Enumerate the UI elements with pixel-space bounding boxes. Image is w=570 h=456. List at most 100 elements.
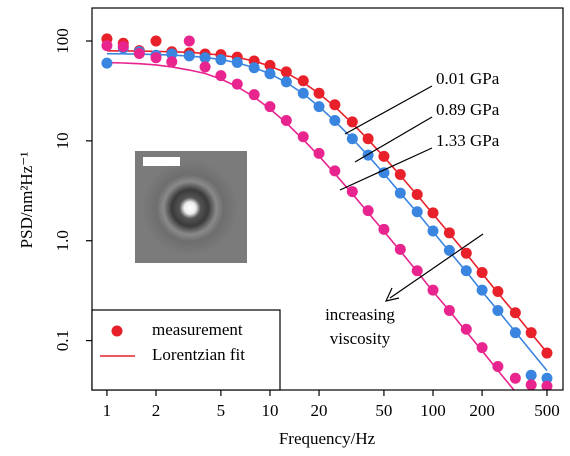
y-tick-label: 100 bbox=[53, 28, 72, 54]
x-tick-label: 100 bbox=[420, 401, 446, 420]
fit-lines bbox=[106, 50, 548, 390]
point bbox=[215, 54, 227, 66]
point bbox=[101, 57, 113, 69]
x-tick-label: 200 bbox=[469, 401, 495, 420]
point bbox=[378, 150, 390, 162]
point bbox=[362, 133, 374, 145]
point bbox=[476, 284, 488, 296]
x-tick-label: 2 bbox=[152, 401, 161, 420]
point bbox=[443, 244, 455, 256]
point bbox=[101, 40, 113, 52]
legend-marker bbox=[111, 325, 123, 337]
point bbox=[362, 149, 374, 161]
arrow-head bbox=[384, 287, 400, 302]
point bbox=[492, 305, 504, 317]
point bbox=[509, 372, 521, 384]
point bbox=[378, 167, 390, 179]
point bbox=[166, 48, 178, 60]
point bbox=[427, 284, 439, 296]
y-tick-label: 0.1 bbox=[53, 330, 72, 351]
point bbox=[525, 369, 537, 381]
point bbox=[460, 323, 472, 335]
point bbox=[231, 78, 243, 90]
point bbox=[297, 131, 309, 143]
fit-line bbox=[106, 50, 548, 353]
point bbox=[443, 227, 455, 239]
label-pointer bbox=[354, 116, 433, 163]
point bbox=[492, 286, 504, 298]
points bbox=[101, 33, 553, 390]
x-tick-label: 20 bbox=[311, 401, 328, 420]
point bbox=[378, 223, 390, 235]
point bbox=[329, 165, 341, 177]
point bbox=[248, 62, 260, 74]
point bbox=[329, 99, 341, 111]
x-tick-label: 50 bbox=[375, 401, 392, 420]
point bbox=[346, 116, 358, 128]
point bbox=[394, 243, 406, 255]
point bbox=[346, 133, 358, 145]
point bbox=[411, 265, 423, 277]
point bbox=[150, 52, 162, 64]
point bbox=[476, 267, 488, 279]
point bbox=[362, 205, 374, 217]
point bbox=[133, 47, 145, 59]
series-label: 1.33 GPa bbox=[436, 131, 500, 150]
x-tick-label: 5 bbox=[217, 401, 226, 420]
point bbox=[280, 76, 292, 88]
legend: measurement Lorentzian fit bbox=[91, 309, 281, 391]
x-axis-label: Frequency/Hz bbox=[279, 429, 376, 448]
point bbox=[166, 56, 178, 68]
point bbox=[329, 114, 341, 126]
inset-spot bbox=[142, 160, 238, 256]
label-pointer bbox=[344, 85, 433, 135]
plot-area bbox=[101, 33, 553, 390]
point bbox=[264, 101, 276, 113]
series-labels bbox=[339, 85, 433, 191]
annotation: viscosity bbox=[330, 329, 391, 348]
point bbox=[411, 206, 423, 218]
legend-box bbox=[91, 309, 281, 391]
legend-label: Lorentzian fit bbox=[152, 345, 245, 364]
point bbox=[509, 307, 521, 319]
point bbox=[492, 361, 504, 373]
point bbox=[394, 169, 406, 181]
annotation-arrow bbox=[389, 233, 484, 299]
point bbox=[297, 87, 309, 99]
plot-frame bbox=[91, 7, 564, 391]
legend-label: measurement bbox=[152, 320, 243, 339]
series-label: 0.89 GPa bbox=[436, 100, 500, 119]
x-tick-label: 10 bbox=[261, 401, 278, 420]
point bbox=[427, 207, 439, 219]
point bbox=[509, 327, 521, 339]
point bbox=[525, 327, 537, 339]
point bbox=[183, 50, 195, 62]
point bbox=[411, 189, 423, 201]
x-tick-label: 1 bbox=[103, 401, 112, 420]
point bbox=[117, 41, 129, 53]
point bbox=[346, 186, 358, 198]
point bbox=[199, 61, 211, 73]
annotation: increasing bbox=[325, 305, 395, 324]
point bbox=[150, 35, 162, 47]
point bbox=[541, 372, 553, 384]
point bbox=[443, 305, 455, 317]
point bbox=[313, 147, 325, 159]
point bbox=[297, 75, 309, 87]
series-label: 0.01 GPa bbox=[436, 69, 500, 88]
scale-bar bbox=[143, 157, 180, 166]
fit-line bbox=[106, 52, 548, 372]
point bbox=[248, 89, 260, 101]
label-pointer bbox=[339, 147, 433, 191]
point bbox=[541, 380, 553, 390]
point bbox=[460, 247, 472, 259]
point bbox=[476, 342, 488, 354]
inset-image bbox=[135, 151, 247, 263]
point bbox=[280, 114, 292, 126]
point bbox=[215, 70, 227, 82]
point bbox=[427, 225, 439, 237]
x-tick-label: 500 bbox=[534, 401, 560, 420]
y-tick-label: 1.0 bbox=[53, 230, 72, 251]
